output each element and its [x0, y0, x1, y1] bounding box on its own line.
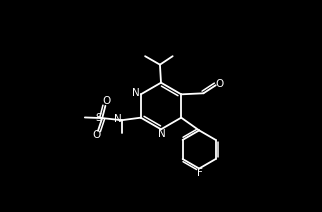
- Text: S: S: [96, 113, 102, 123]
- Text: F: F: [197, 168, 203, 179]
- Text: N: N: [158, 129, 166, 139]
- Text: O: O: [93, 130, 101, 141]
- Text: N: N: [114, 113, 122, 124]
- Text: O: O: [102, 96, 111, 106]
- Text: O: O: [216, 79, 224, 89]
- Text: N: N: [132, 88, 140, 98]
